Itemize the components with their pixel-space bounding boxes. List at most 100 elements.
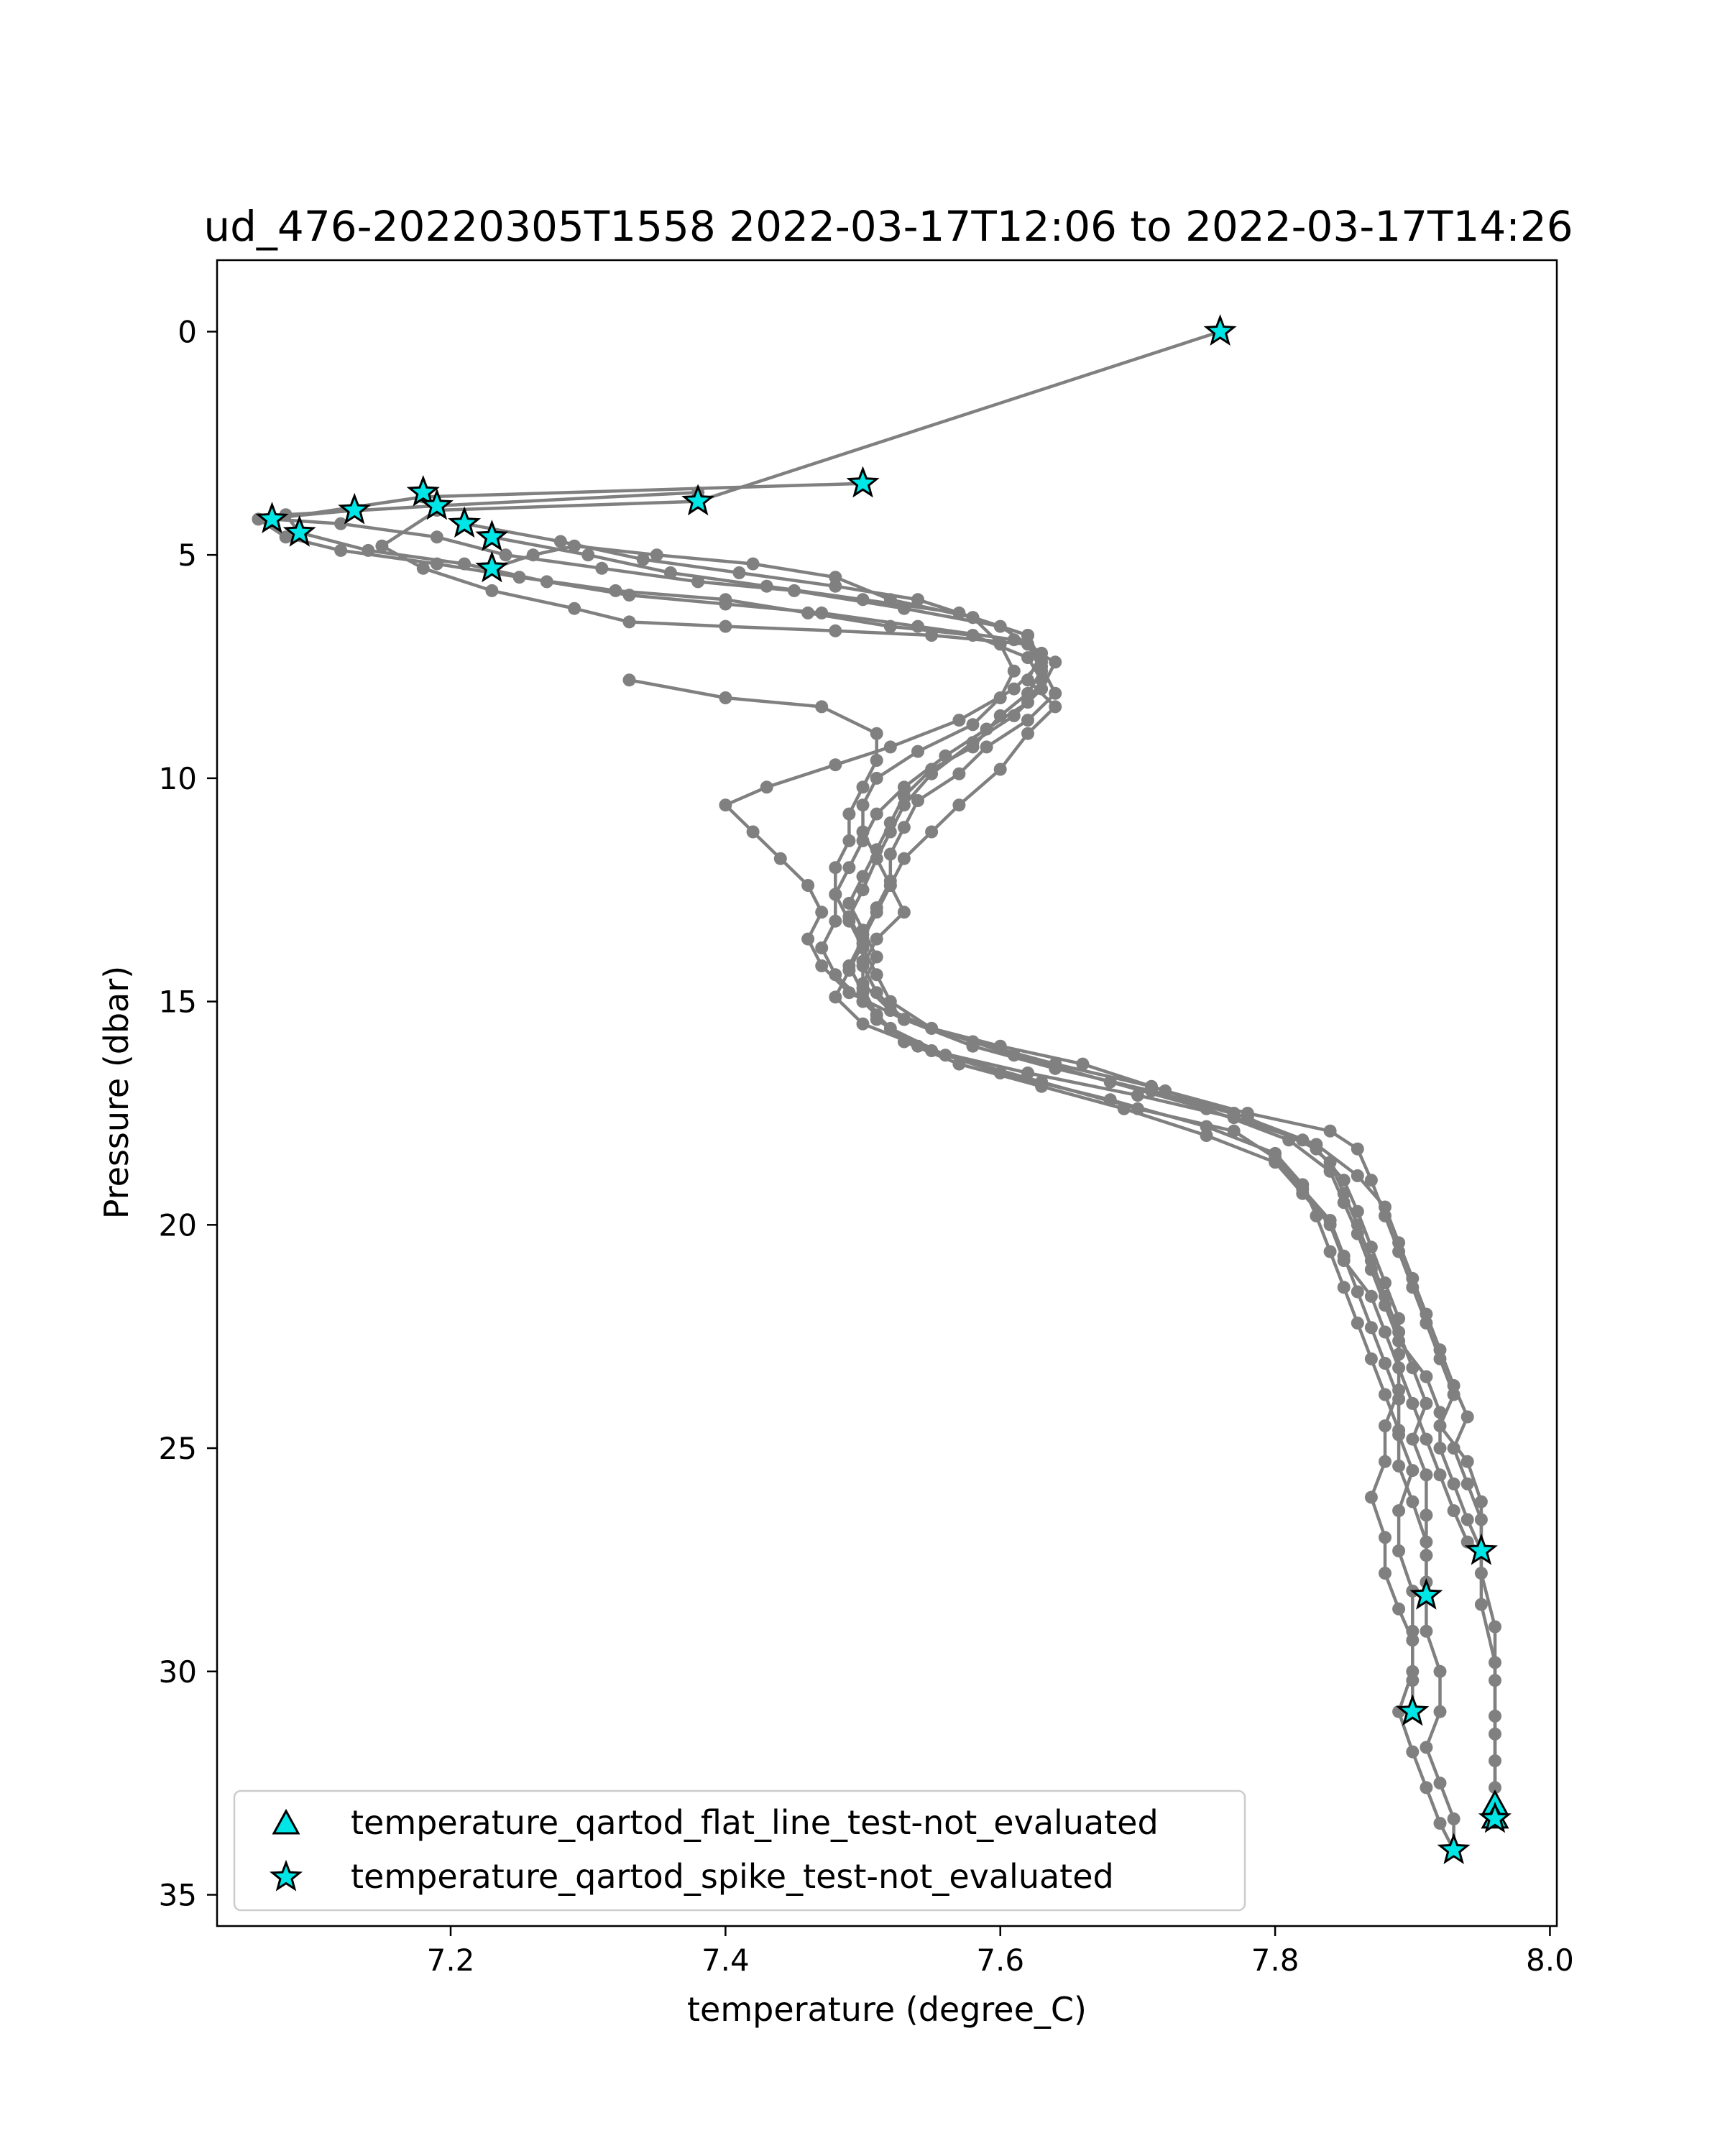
data-point — [980, 740, 993, 754]
data-point — [485, 584, 499, 597]
data-point — [1392, 1392, 1406, 1406]
data-point — [1379, 1567, 1392, 1580]
data-point — [1433, 1468, 1447, 1482]
data-point — [1379, 1357, 1392, 1370]
data-point — [842, 914, 856, 928]
data-point — [1433, 1777, 1447, 1790]
data-point — [911, 1039, 924, 1053]
data-point — [1379, 1419, 1392, 1432]
data-point — [1131, 1102, 1144, 1115]
data-point — [993, 1067, 1007, 1079]
plot-frame — [216, 259, 1558, 1927]
data-point — [856, 870, 870, 883]
data-point — [1392, 1602, 1406, 1616]
data-point — [993, 763, 1007, 776]
data-point — [1460, 1477, 1474, 1491]
data-point — [829, 990, 842, 1004]
data-point — [1200, 1120, 1213, 1133]
data-point — [719, 798, 732, 812]
data-point — [1433, 1406, 1447, 1419]
legend-star-icon — [269, 1859, 303, 1892]
data-point — [1392, 1424, 1406, 1437]
data-point — [1489, 1781, 1501, 1795]
data-point — [842, 834, 856, 847]
spike-marker — [1478, 1801, 1512, 1833]
x-tick-label: 8.0 — [1526, 1943, 1574, 1978]
data-point — [883, 619, 897, 633]
data-point — [1035, 660, 1049, 673]
data-point — [993, 619, 1007, 633]
data-point — [1392, 1459, 1406, 1473]
data-point — [430, 530, 443, 544]
data-point — [870, 852, 883, 865]
data-point — [966, 736, 980, 750]
data-point — [1364, 1321, 1378, 1335]
data-point — [1406, 1281, 1420, 1294]
data-point — [842, 807, 856, 821]
data-point — [856, 928, 870, 941]
data-point — [870, 843, 883, 857]
legend-entry-spike: temperature_qartod_spike_test-not_evalua… — [351, 1857, 1114, 1896]
data-point — [553, 535, 567, 548]
data-point — [1035, 682, 1049, 696]
data-point — [1392, 1312, 1406, 1325]
x-tick-label: 7.6 — [976, 1943, 1024, 1978]
data-point — [815, 906, 829, 919]
x-axis-label: temperature (degree_C) — [687, 1990, 1087, 2029]
data-point — [883, 847, 897, 861]
data-point — [568, 602, 581, 615]
data-point — [1406, 1624, 1420, 1638]
data-point — [1351, 1227, 1364, 1240]
data-point — [1323, 1218, 1337, 1232]
data-point — [1200, 1129, 1213, 1142]
data-point — [1269, 1156, 1282, 1169]
data-point — [1420, 1317, 1433, 1330]
data-point — [691, 575, 705, 589]
data-point — [1406, 1464, 1420, 1478]
y-tick-label: 10 — [159, 761, 197, 796]
data-point — [1406, 1361, 1420, 1375]
data-point — [829, 914, 842, 928]
spike-marker — [406, 474, 440, 507]
data-point — [952, 798, 966, 812]
data-point — [1227, 1111, 1241, 1125]
data-point — [1392, 1383, 1406, 1397]
data-point — [1433, 1817, 1447, 1830]
data-point — [897, 1013, 911, 1026]
data-point — [1310, 1142, 1323, 1156]
data-point — [829, 579, 842, 593]
y-tick-label: 20 — [159, 1207, 197, 1243]
data-point — [870, 968, 883, 982]
data-point — [966, 629, 980, 642]
data-point — [801, 932, 815, 946]
data-point — [636, 553, 650, 566]
data-point — [1379, 1200, 1392, 1214]
y-tick-label: 25 — [159, 1431, 197, 1466]
data-point — [1021, 686, 1034, 700]
data-point — [1364, 1240, 1378, 1254]
data-point — [856, 941, 870, 954]
data-point — [1007, 633, 1021, 647]
x-axis-ticks: 7.2 7.4 7.6 7.8 8.0 — [427, 1926, 1574, 1978]
data-point — [1035, 673, 1049, 687]
data-point — [1035, 646, 1049, 660]
data-point — [1364, 1174, 1378, 1187]
data-point — [1021, 651, 1034, 665]
data-point — [334, 517, 348, 530]
data-point — [856, 780, 870, 794]
data-point — [1007, 682, 1021, 696]
data-point — [870, 1008, 883, 1022]
data-point — [1392, 1245, 1406, 1258]
data-point — [1392, 1504, 1406, 1518]
data-point — [1364, 1289, 1378, 1303]
data-point — [1379, 1325, 1392, 1339]
data-point — [1420, 1432, 1433, 1446]
legend-triangle-icon — [272, 1808, 300, 1835]
data-point — [911, 619, 924, 633]
data-point — [980, 722, 993, 736]
data-point — [966, 611, 980, 625]
data-point — [1103, 1075, 1117, 1089]
data-point — [1131, 1089, 1144, 1102]
data-point — [925, 1021, 939, 1035]
data-point — [1420, 1741, 1433, 1754]
